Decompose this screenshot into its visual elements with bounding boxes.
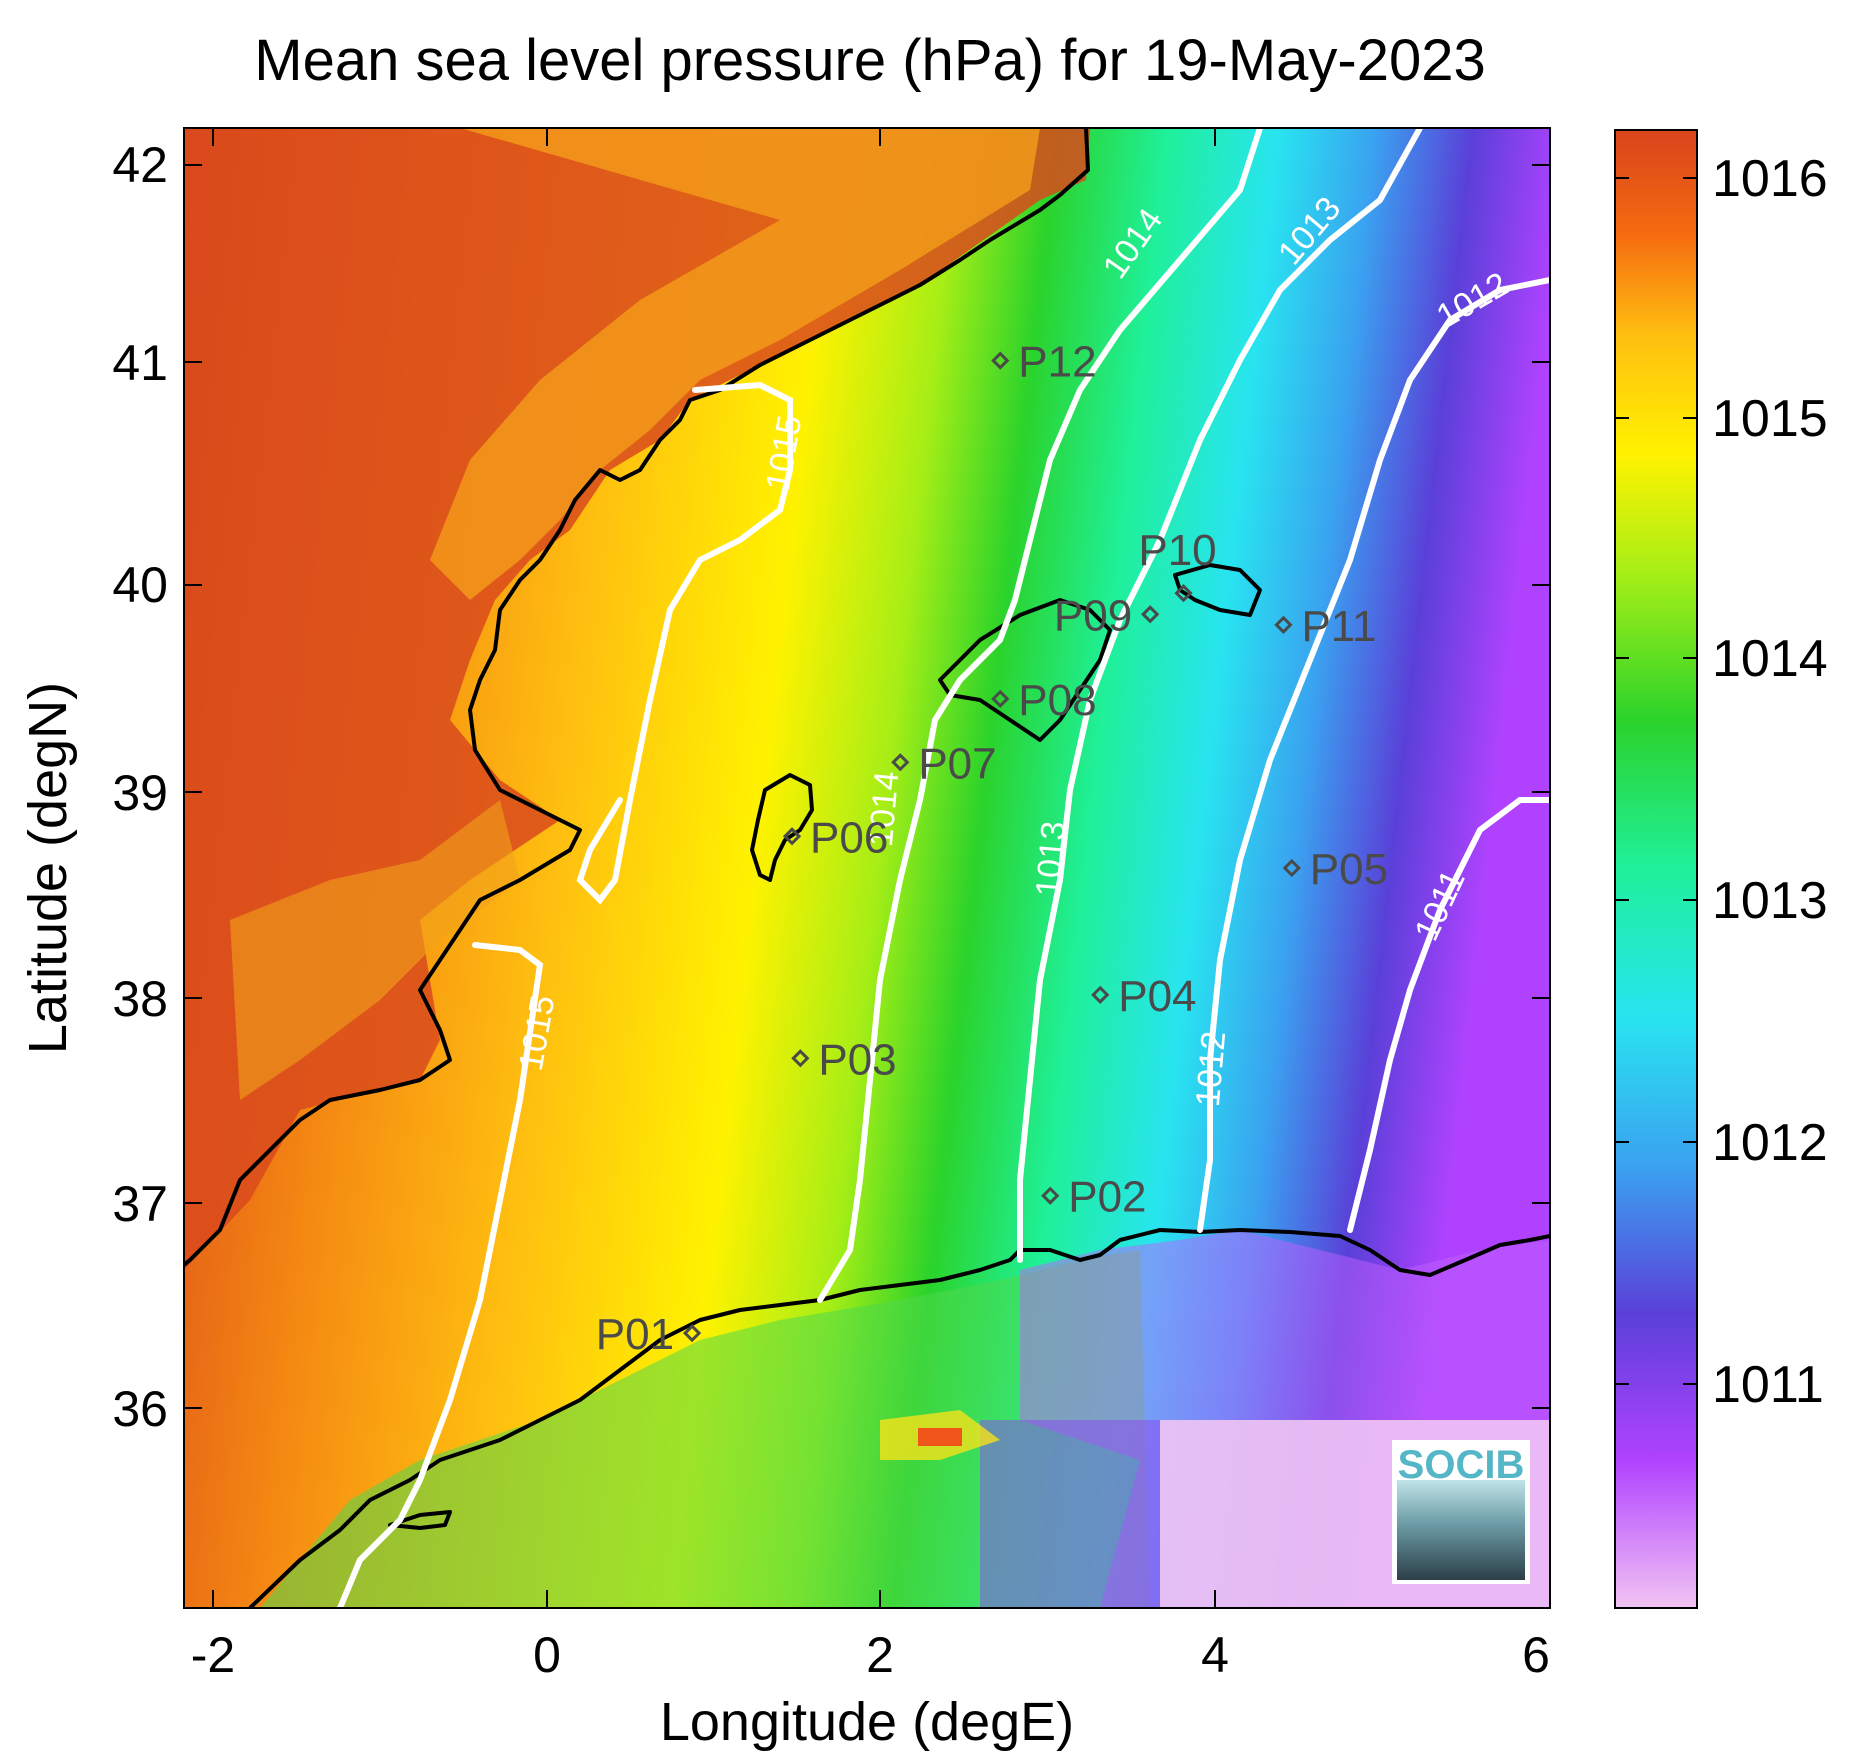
plot-frame <box>183 127 1551 1609</box>
y-axis <box>184 164 1550 1409</box>
station-marker-p07 <box>891 753 910 772</box>
africa-coastline <box>248 1228 1550 1608</box>
colorbar-tick-label: 1013 <box>1712 872 1828 930</box>
colorbar-tick-label: 1016 <box>1712 150 1828 208</box>
station-label-p06: P06 <box>810 813 888 862</box>
station-marker-p10 <box>1174 584 1193 603</box>
station-label-p12: P12 <box>1018 338 1096 387</box>
contour-label-1012-b: 1012 <box>1189 1030 1233 1109</box>
socib-logo: SOCIB <box>1392 1440 1530 1584</box>
station-label-p11: P11 <box>1301 602 1376 651</box>
coastlines <box>184 128 1550 1608</box>
socib-logo-text: SOCIB <box>1398 1443 1525 1487</box>
colorbar-tick-label: 1011 <box>1712 1356 1824 1414</box>
contour-1013 <box>1017 128 1423 1263</box>
y-axis-label: Latitude (degN) <box>18 682 78 1054</box>
station-label-p05: P05 <box>1310 845 1388 894</box>
station-marker-p04 <box>1091 985 1110 1004</box>
y-tick-label: 39 <box>112 765 168 821</box>
plot-area: 1015 1015 1014 1014 1013 1013 1012 1012 … <box>184 128 1550 1608</box>
colorbar-tick-label: 1014 <box>1712 630 1828 688</box>
contour-1015-south <box>337 942 544 1608</box>
contour-1012 <box>1197 277 1550 1233</box>
iberia-land-south <box>230 800 520 1100</box>
x-tick-label: 6 <box>1522 1627 1550 1683</box>
station-label-p08: P08 <box>1018 676 1096 725</box>
iberia-coastline <box>184 128 1090 1267</box>
africa-land-west <box>260 1250 1150 1608</box>
x-axis-label: Longitude (degE) <box>660 1692 1074 1752</box>
iberia-land-highlands <box>430 128 1040 600</box>
x-tick-label: 4 <box>1201 1627 1229 1683</box>
station-label-p01: P01 <box>596 1310 674 1359</box>
africa-land-purple <box>980 1420 1160 1608</box>
station-marker-p09 <box>1141 605 1160 624</box>
colorbar-tick-label: 1015 <box>1712 390 1828 448</box>
contour-label-1014-b: 1014 <box>862 770 906 849</box>
contour-1014 <box>817 128 1263 1303</box>
x-tick-label: 2 <box>866 1627 894 1683</box>
y-tick-label: 36 <box>112 1381 168 1437</box>
x-tick-label: -2 <box>191 1627 235 1683</box>
station-marker-p11 <box>1274 615 1293 634</box>
station-marker-p08 <box>991 689 1010 708</box>
station-marker-p02 <box>1041 1186 1060 1205</box>
y-tick-label: 37 <box>112 1176 168 1232</box>
station-label-p03: P03 <box>818 1035 896 1084</box>
station-marker-p12 <box>991 351 1010 370</box>
station-label-p02: P02 <box>1068 1173 1146 1222</box>
station-label-p04: P04 <box>1118 972 1196 1021</box>
station-label-p07: P07 <box>918 739 996 788</box>
y-tick-label: 41 <box>112 335 168 391</box>
station-marker-p06 <box>782 827 802 846</box>
map-title: Mean sea level pressure (hPa) for 19-May… <box>254 28 1485 93</box>
contour-1011 <box>1347 797 1550 1233</box>
station-label-p10: P10 <box>1138 526 1216 575</box>
colorbar-tick-label: 1012 <box>1712 1114 1828 1172</box>
ibiza-coastline <box>750 773 814 882</box>
colorbar-ramp <box>1614 129 1698 1609</box>
alboran-coastline <box>388 1510 452 1530</box>
y-tick-label: 38 <box>112 971 168 1027</box>
contour-lines <box>337 128 1550 1608</box>
mallorca-coastline <box>938 598 1112 742</box>
x-axis <box>212 128 1216 1608</box>
contour-1015-north <box>576 381 793 905</box>
station-marker-p05 <box>1282 858 1301 878</box>
y-tick-label: 42 <box>112 137 168 193</box>
contour-label-1013-b: 1013 <box>1029 820 1073 899</box>
station-marker-p03 <box>791 1049 810 1068</box>
menorca-coastline <box>1173 563 1262 617</box>
station-label-p09: P09 <box>1054 591 1132 640</box>
africa-hotspot <box>918 1428 962 1446</box>
iberia-land <box>184 128 1090 1270</box>
colorbar: 1016 1015 1014 1013 1012 1011 <box>1614 129 1828 1609</box>
station-marker-p01 <box>682 1324 702 1343</box>
x-tick-label: 0 <box>533 1627 561 1683</box>
y-tick-label: 40 <box>112 557 168 613</box>
